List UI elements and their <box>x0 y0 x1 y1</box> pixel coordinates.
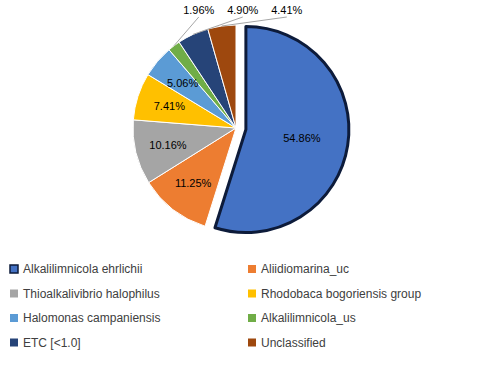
legend-swatch <box>248 265 256 273</box>
data-labels: 54.86% 11.25% 10.16% 7.41% 5.06% 1.96% 4.90% 4.… <box>149 4 320 189</box>
slices <box>133 25 349 233</box>
data-label: 11.25% <box>175 177 212 189</box>
pie-slice <box>215 27 349 233</box>
legend-swatch <box>248 314 256 322</box>
data-label: 4.90% <box>227 4 258 16</box>
legend-label: Alkalilimnicola ehrlichii <box>23 262 142 276</box>
data-label: 5.06% <box>167 77 198 89</box>
legend-swatch <box>248 290 256 298</box>
legend-label: Unclassified <box>261 336 326 350</box>
legend-label: Thioalkalivibrio halophilus <box>23 287 160 301</box>
leader-line <box>174 17 199 46</box>
data-label: 54.86% <box>283 132 321 144</box>
legend-label: Aliidiomarina_uc <box>261 262 349 276</box>
legend: Alkalilimnicola ehrlichii Aliidiomarina_u… <box>10 262 421 350</box>
legend-label: Rhodobaca bogoriensis group <box>261 287 421 301</box>
leader-line <box>222 17 287 26</box>
data-label: 7.41% <box>154 100 185 112</box>
pie-slice <box>133 120 236 183</box>
data-label: 1.96% <box>183 4 214 16</box>
leader-line <box>193 17 243 34</box>
legend-label: Halomonas campaniensis <box>23 311 160 325</box>
data-label: 4.41% <box>271 4 302 16</box>
pie-slice <box>208 25 236 128</box>
data-label: 10.16% <box>149 139 187 151</box>
legend-swatch <box>10 339 18 347</box>
legend-swatch <box>10 290 18 298</box>
legend-swatch <box>248 339 256 347</box>
legend-label: Alkalilimnicola_us <box>261 311 356 325</box>
chart: 54.86% 11.25% 10.16% 7.41% 5.06% 1.96% 4.90% 4.… <box>0 0 480 382</box>
legend-swatch <box>10 314 18 322</box>
legend-label: ETC [<1.0] <box>23 336 81 350</box>
legend-swatch <box>10 265 18 273</box>
